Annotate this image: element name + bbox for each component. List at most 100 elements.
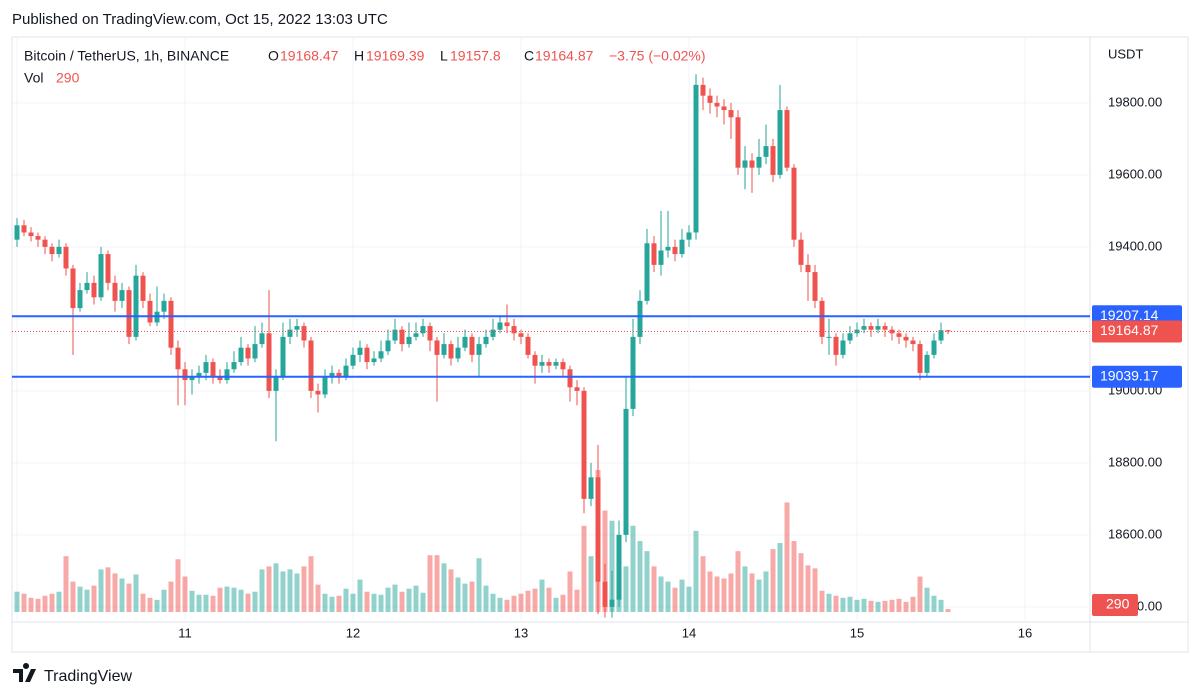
volume-bar [637, 541, 643, 612]
volume-bar [343, 588, 349, 612]
volume-bar [882, 600, 888, 612]
volume-bar [679, 579, 685, 612]
candle-body [308, 340, 314, 391]
candle-body [938, 330, 944, 341]
volume-bar [105, 567, 111, 612]
volume-bar [840, 597, 846, 612]
candle-body [707, 95, 713, 103]
volume-bar [189, 590, 195, 612]
volume-bar [182, 576, 188, 612]
candle-body [525, 336, 531, 355]
volume-bar [308, 556, 314, 612]
candle-body [819, 300, 825, 337]
candle-body [490, 329, 496, 337]
candle-body [42, 239, 48, 247]
candle-body [329, 372, 335, 377]
high-letter: H [354, 48, 364, 64]
volume-bar [665, 581, 671, 612]
candle-body [378, 351, 384, 359]
volume-bar [658, 576, 664, 612]
candle-body [399, 329, 405, 345]
candle-body [343, 365, 349, 377]
level-tag [1092, 365, 1182, 388]
volume-bar [735, 551, 741, 612]
volume-bar [406, 588, 412, 612]
volume-bar [917, 576, 923, 612]
volume-bar [672, 587, 678, 612]
x-tick-label: 11 [178, 625, 192, 640]
candle-body [812, 272, 818, 301]
volume-bar [861, 598, 867, 612]
candle-body [791, 167, 797, 240]
volume-bar [434, 555, 440, 612]
candle-body [427, 326, 433, 341]
volume-bar [784, 502, 790, 612]
y-tick-label: 19400.00 [1108, 238, 1162, 253]
volume-bar [175, 559, 181, 612]
candle-body [56, 246, 62, 255]
volume-bar [469, 581, 475, 612]
grid [12, 37, 1090, 622]
volume-bar [602, 510, 608, 612]
candle-body [910, 340, 916, 345]
candle-body [532, 354, 538, 366]
candle-body [287, 329, 293, 337]
volume-bar [770, 549, 776, 612]
volume-bar [420, 592, 426, 612]
candle-body [392, 329, 398, 341]
volume-bar [371, 593, 377, 612]
volume-bar [112, 573, 118, 612]
volume-bar [231, 587, 237, 612]
candle-body [350, 354, 356, 366]
candle-body [805, 264, 811, 273]
y-tick-label: 19600.00 [1108, 166, 1162, 181]
volume-bar [497, 597, 503, 612]
candle-body [623, 408, 629, 535]
candle-body [518, 333, 524, 337]
candle-body [217, 376, 223, 381]
candle-body [441, 344, 447, 355]
candle-body [763, 146, 769, 157]
candle-body [847, 333, 853, 341]
volume-bar [21, 593, 27, 612]
candle-body [210, 362, 216, 377]
high-value: 19169.39 [366, 48, 425, 64]
candle-body [840, 340, 846, 355]
candle-body [315, 390, 321, 395]
volume-bar [875, 601, 881, 612]
candle-body [385, 340, 391, 352]
candle-body [168, 300, 174, 348]
candle-body [728, 110, 734, 118]
candle-body [924, 354, 930, 373]
volume-bar [119, 578, 125, 612]
candle-body [616, 534, 622, 600]
candle-body [455, 347, 461, 359]
symbol: Bitcoin / TetherUS, 1h, BINANCE [24, 48, 229, 64]
candle-body [413, 333, 419, 337]
volume-bar [322, 593, 328, 612]
level-label: 19039.17 [1100, 367, 1159, 383]
candle-body [686, 232, 692, 240]
candle-body [868, 326, 874, 330]
volume-bar [217, 587, 223, 612]
candle-body [203, 362, 209, 373]
volume-bar [714, 576, 720, 612]
volume-bar [574, 589, 580, 612]
volume-bar [357, 579, 363, 612]
candle-body [770, 146, 776, 175]
volume-bar [504, 599, 510, 612]
volume-bar [812, 568, 818, 612]
candle-body [665, 246, 671, 251]
candle-body [672, 246, 678, 255]
candle-body [483, 336, 489, 345]
volume-bar [728, 573, 734, 612]
candle-body [294, 326, 300, 330]
open-value: 19168.47 [280, 48, 339, 64]
volume-bar [154, 599, 160, 612]
volume-bar [805, 565, 811, 612]
volume-bar [826, 593, 832, 612]
volume-bar [756, 579, 762, 612]
volume-bar [903, 601, 909, 612]
candle-body [189, 376, 195, 381]
candle-body [504, 322, 510, 327]
